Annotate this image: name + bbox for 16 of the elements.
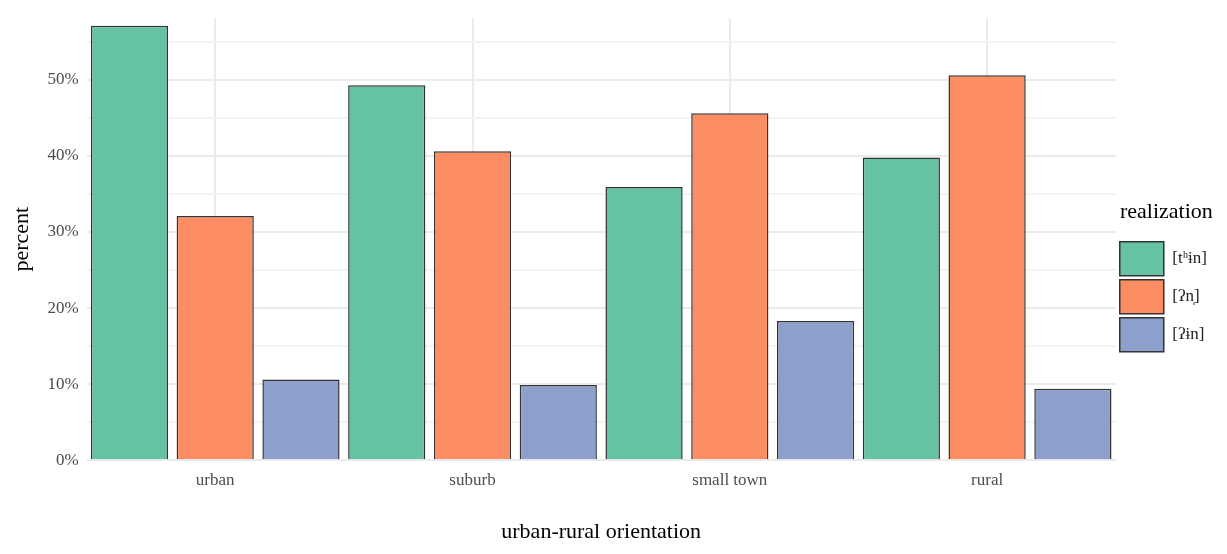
y-tick-label: 50% [47,69,79,89]
legend-label: [tʰɨn] [1172,248,1207,268]
x-tick-label: rural [971,469,1004,489]
x-axis-title: urban-rural orientation [501,517,702,543]
legend-title: realization [1119,198,1213,224]
y-axis-title: percent [7,206,33,272]
legend-label: [ʔɨn] [1172,324,1205,344]
x-tick-label: urban [195,469,236,489]
legend-label: [ʔn̩] [1172,286,1200,306]
y-tick-label: 20% [47,297,79,317]
y-tick-label: 0% [55,449,79,469]
y-tick-label: 10% [47,373,79,393]
y-tick-label: 30% [47,221,79,241]
x-tick-label: suburb [449,469,496,489]
x-tick-label: small town [692,469,768,489]
y-tick-label: 40% [47,145,79,165]
